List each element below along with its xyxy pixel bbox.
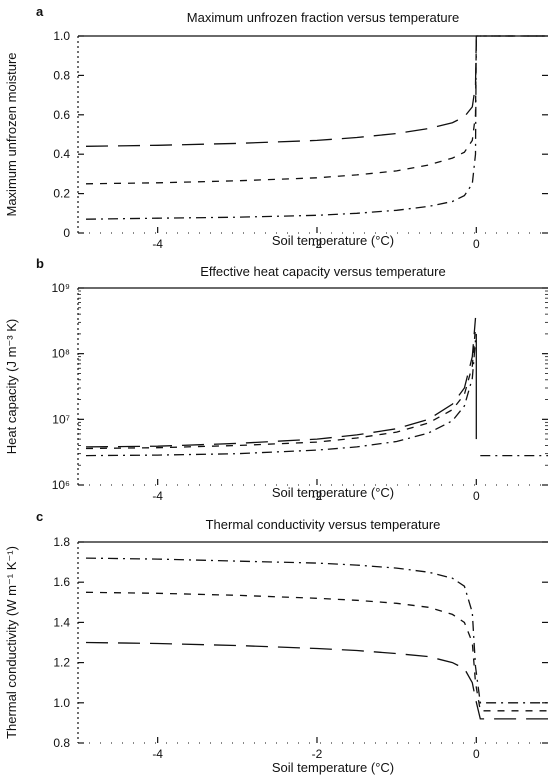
y-tick-label: 1.6 (53, 575, 70, 589)
y-axis-label: Heat capacity (J m⁻³ K) (4, 319, 19, 454)
y-axis-label: Thermal conductivity (W m⁻¹ K⁻¹) (4, 546, 19, 739)
panel-letter: c (36, 509, 43, 524)
y-tick-label: 0 (63, 226, 70, 240)
panel-b: b Effective heat capacity versus temperat… (4, 256, 548, 503)
series-line-2 (85, 35, 548, 185)
y-tick-label: 1.0 (53, 696, 70, 710)
y-tick-label: 0.8 (53, 68, 70, 82)
series-line-2 (85, 327, 477, 450)
chart-title: Maximum unfrozen fraction versus tempera… (187, 10, 459, 25)
x-tick-label: -2 (312, 747, 323, 761)
x-tick-label: -4 (152, 237, 163, 251)
y-tick-label: 10⁶ (52, 478, 70, 492)
y-tick-label: 0.8 (53, 736, 70, 750)
y-tick-label: 10⁹ (52, 281, 71, 295)
x-tick-label: 0 (473, 237, 480, 251)
series-line-3 (85, 35, 548, 220)
x-tick-label: -4 (152, 489, 163, 503)
y-tick-label: 0.2 (53, 187, 70, 201)
x-axis-label: Soil temperature (°C) (272, 233, 394, 248)
series-line-1 (85, 317, 477, 448)
y-tick-label: 1.0 (53, 29, 70, 43)
panel-letter: a (36, 4, 44, 19)
y-tick-label: 1.4 (53, 615, 70, 629)
x-tick-label: -2 (312, 489, 323, 503)
x-tick-label: -4 (152, 747, 163, 761)
y-axis-label: Maximum unfrozen moisture (4, 53, 19, 217)
y-tick-label: 10⁸ (52, 347, 70, 361)
x-tick-label: 0 (473, 747, 480, 761)
y-tick-label: 1.2 (53, 656, 70, 670)
chart-title: Effective heat capacity versus temperatu… (200, 264, 445, 279)
series-line-3 (85, 557, 548, 704)
x-tick-label: 0 (473, 489, 480, 503)
y-tick-label: 1.8 (53, 535, 70, 549)
panel-letter: b (36, 256, 44, 271)
panel-a: a Maximum unfrozen fraction versus temper… (4, 4, 548, 251)
panel-c: c Thermal conductivity versus temperature… (4, 509, 548, 775)
y-tick-label: 10⁷ (52, 412, 70, 426)
series-line-1 (85, 641, 548, 720)
series-line-3 (85, 340, 477, 457)
x-axis-label: Soil temperature (°C) (272, 760, 394, 775)
x-axis-label: Soil temperature (°C) (272, 485, 394, 500)
y-tick-label: 0.4 (53, 147, 70, 161)
x-tick-label: -2 (312, 237, 323, 251)
chart-title: Thermal conductivity versus temperature (206, 517, 441, 532)
y-tick-label: 0.6 (53, 108, 70, 122)
series-line-1 (85, 35, 548, 147)
